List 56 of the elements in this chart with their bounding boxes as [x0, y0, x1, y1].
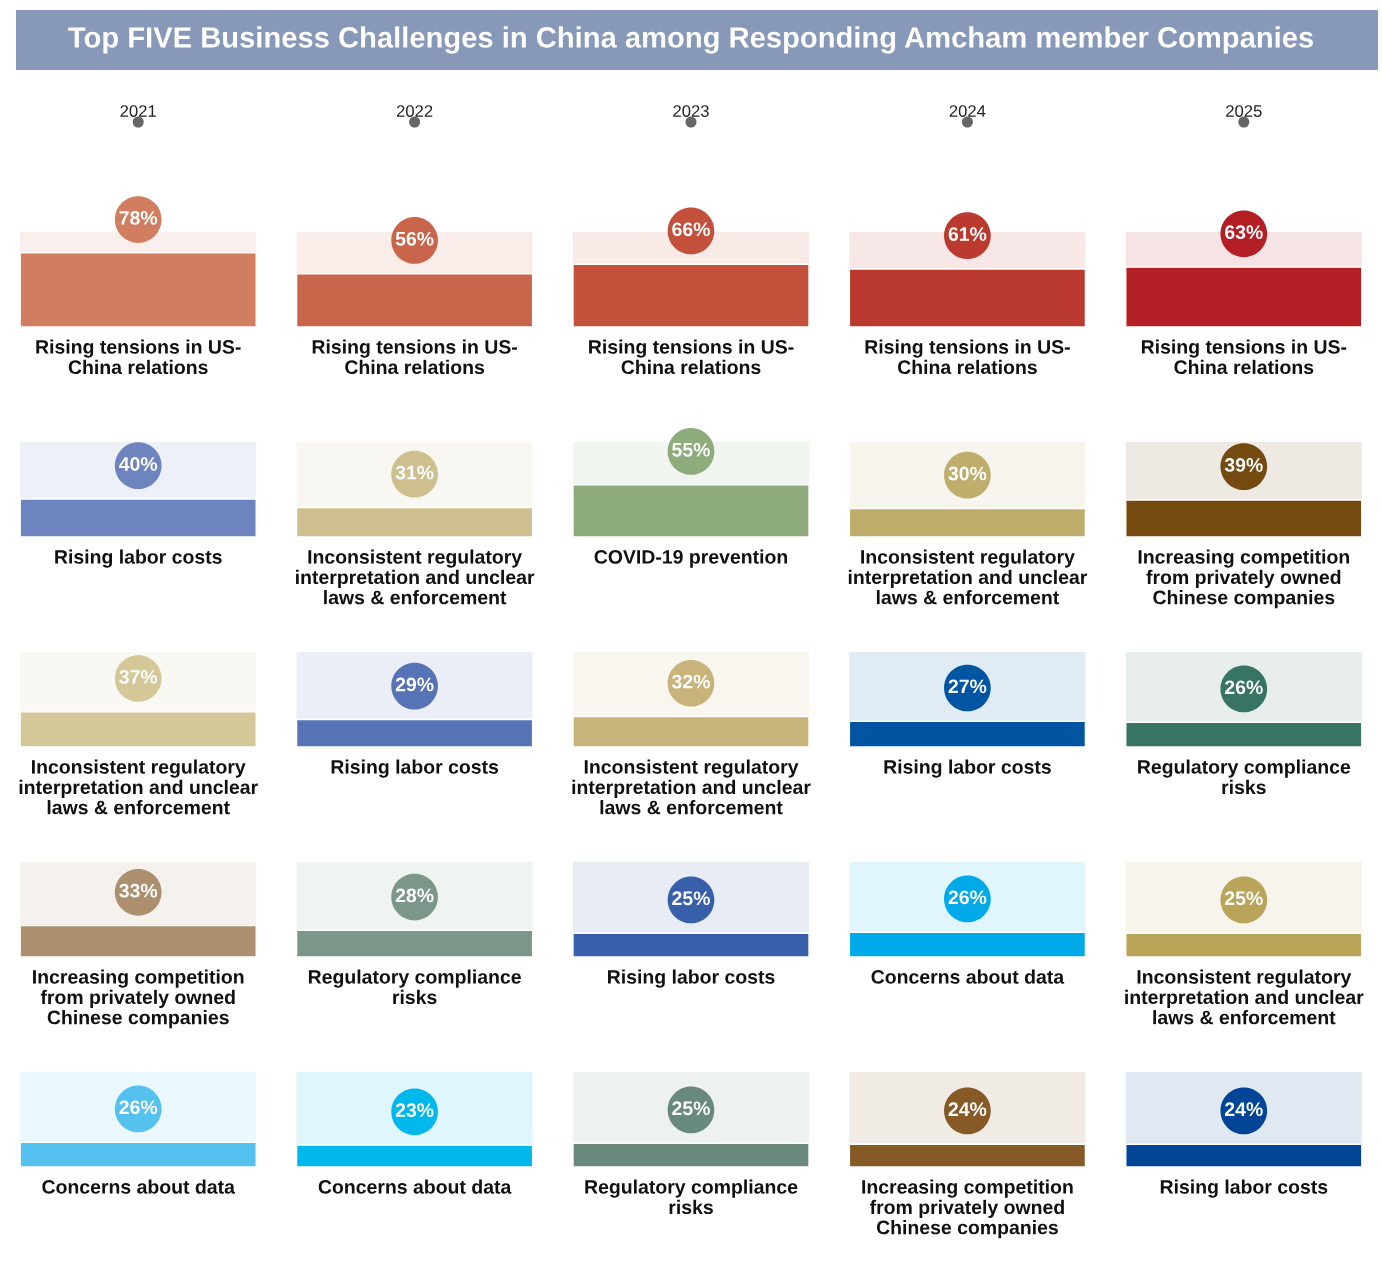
text: Top FIVE Business Challenges in China among Responding Amcham member Companies [68, 26, 1313, 54]
x-tick-label: Regulatory compliance risks [308, 969, 521, 1005]
x-tick-label: Regulatory compliance risks [1138, 759, 1351, 795]
data-label: 27% [948, 679, 987, 694]
x2-tick-label: 2022 [396, 105, 433, 117]
x-tick-label: Increasing competition from privately owned Chinese companies [1138, 549, 1350, 609]
data-label: 26% [948, 890, 987, 905]
data-label: 78% [119, 211, 158, 225]
data-label: 24% [1225, 1102, 1263, 1117]
x-tick-label: Rising labor costs [331, 759, 499, 778]
data-label: 26% [1225, 680, 1263, 695]
data-label: 33% [119, 883, 158, 898]
x-tick-label: Rising labor costs [1160, 1179, 1328, 1198]
x-tick-label: Inconsistent regulatory interpretation and unclear laws & enforcement [19, 759, 258, 815]
data-label: 26% [119, 1100, 158, 1115]
x-tick-label: Rising tensions in US- China relations [1141, 339, 1347, 375]
data-label: 25% [1225, 891, 1263, 906]
x-tick-label: Rising labor costs [608, 969, 775, 988]
x-tick-label: Inconsistent regulatory interpretation and unclear laws & enforcement [848, 549, 1088, 605]
data-label: 28% [395, 888, 434, 903]
x-tick-label: Rising tensions in US- China relations [865, 339, 1070, 375]
x-tick-label: Inconsistent regulatory interpretation and unclear laws & enforcement [296, 549, 535, 605]
x-tick-label: Rising tensions in US- China relations [36, 339, 241, 375]
x-tick-label: Rising labor costs [55, 549, 222, 568]
data-label: 24% [948, 1102, 987, 1117]
data-label: 30% [948, 466, 987, 481]
x-tick-label: Regulatory compliance risks [585, 1179, 798, 1215]
data-label: 40% [119, 457, 158, 471]
data-label: 25% [672, 1101, 710, 1116]
x2-tick-label: 2025 [1226, 105, 1262, 117]
x2-tick-label: 2021 [120, 105, 156, 117]
data-label: 32% [671, 674, 710, 689]
data-label: 31% [395, 465, 434, 480]
x-tick-label: Concerns about data [318, 1179, 512, 1194]
data-label: 23% [395, 1103, 434, 1118]
x-tick-label: COVID-19 prevention [594, 549, 788, 568]
data-label: 25% [672, 891, 710, 906]
data-label: 37% [119, 669, 158, 684]
data-label: 61% [948, 227, 987, 241]
data-label: 66% [672, 222, 710, 237]
x-tick-label: Inconsistent regulatory interpretation and unclear laws & enforcement [572, 759, 811, 815]
x-tick-label: Rising tensions in US- China relations [312, 339, 517, 375]
x-tick-label: Rising tensions in US- China relations [589, 339, 794, 375]
data-label: 29% [395, 677, 434, 692]
x-tick-label: Increasing competition from privately owned Chinese companies [862, 1179, 1073, 1239]
x-tick-label: Increasing competition from privately owned Chinese companies [33, 969, 244, 1029]
data-label: 63% [1225, 225, 1263, 240]
x-tick-label: Concerns about data [871, 969, 1065, 984]
x2-tick-label: 2024 [949, 105, 986, 117]
data-label: 39% [1224, 458, 1263, 472]
data-label: 55% [672, 442, 710, 457]
x-tick-label: Concerns about data [42, 1179, 236, 1194]
x-tick-label: Inconsistent regulatory interpretation and unclear laws & enforcement [1125, 969, 1364, 1025]
data-label: 56% [395, 231, 434, 246]
x-tick-label: Rising labor costs [884, 759, 1051, 778]
x2-tick-label: 2023 [673, 105, 709, 117]
